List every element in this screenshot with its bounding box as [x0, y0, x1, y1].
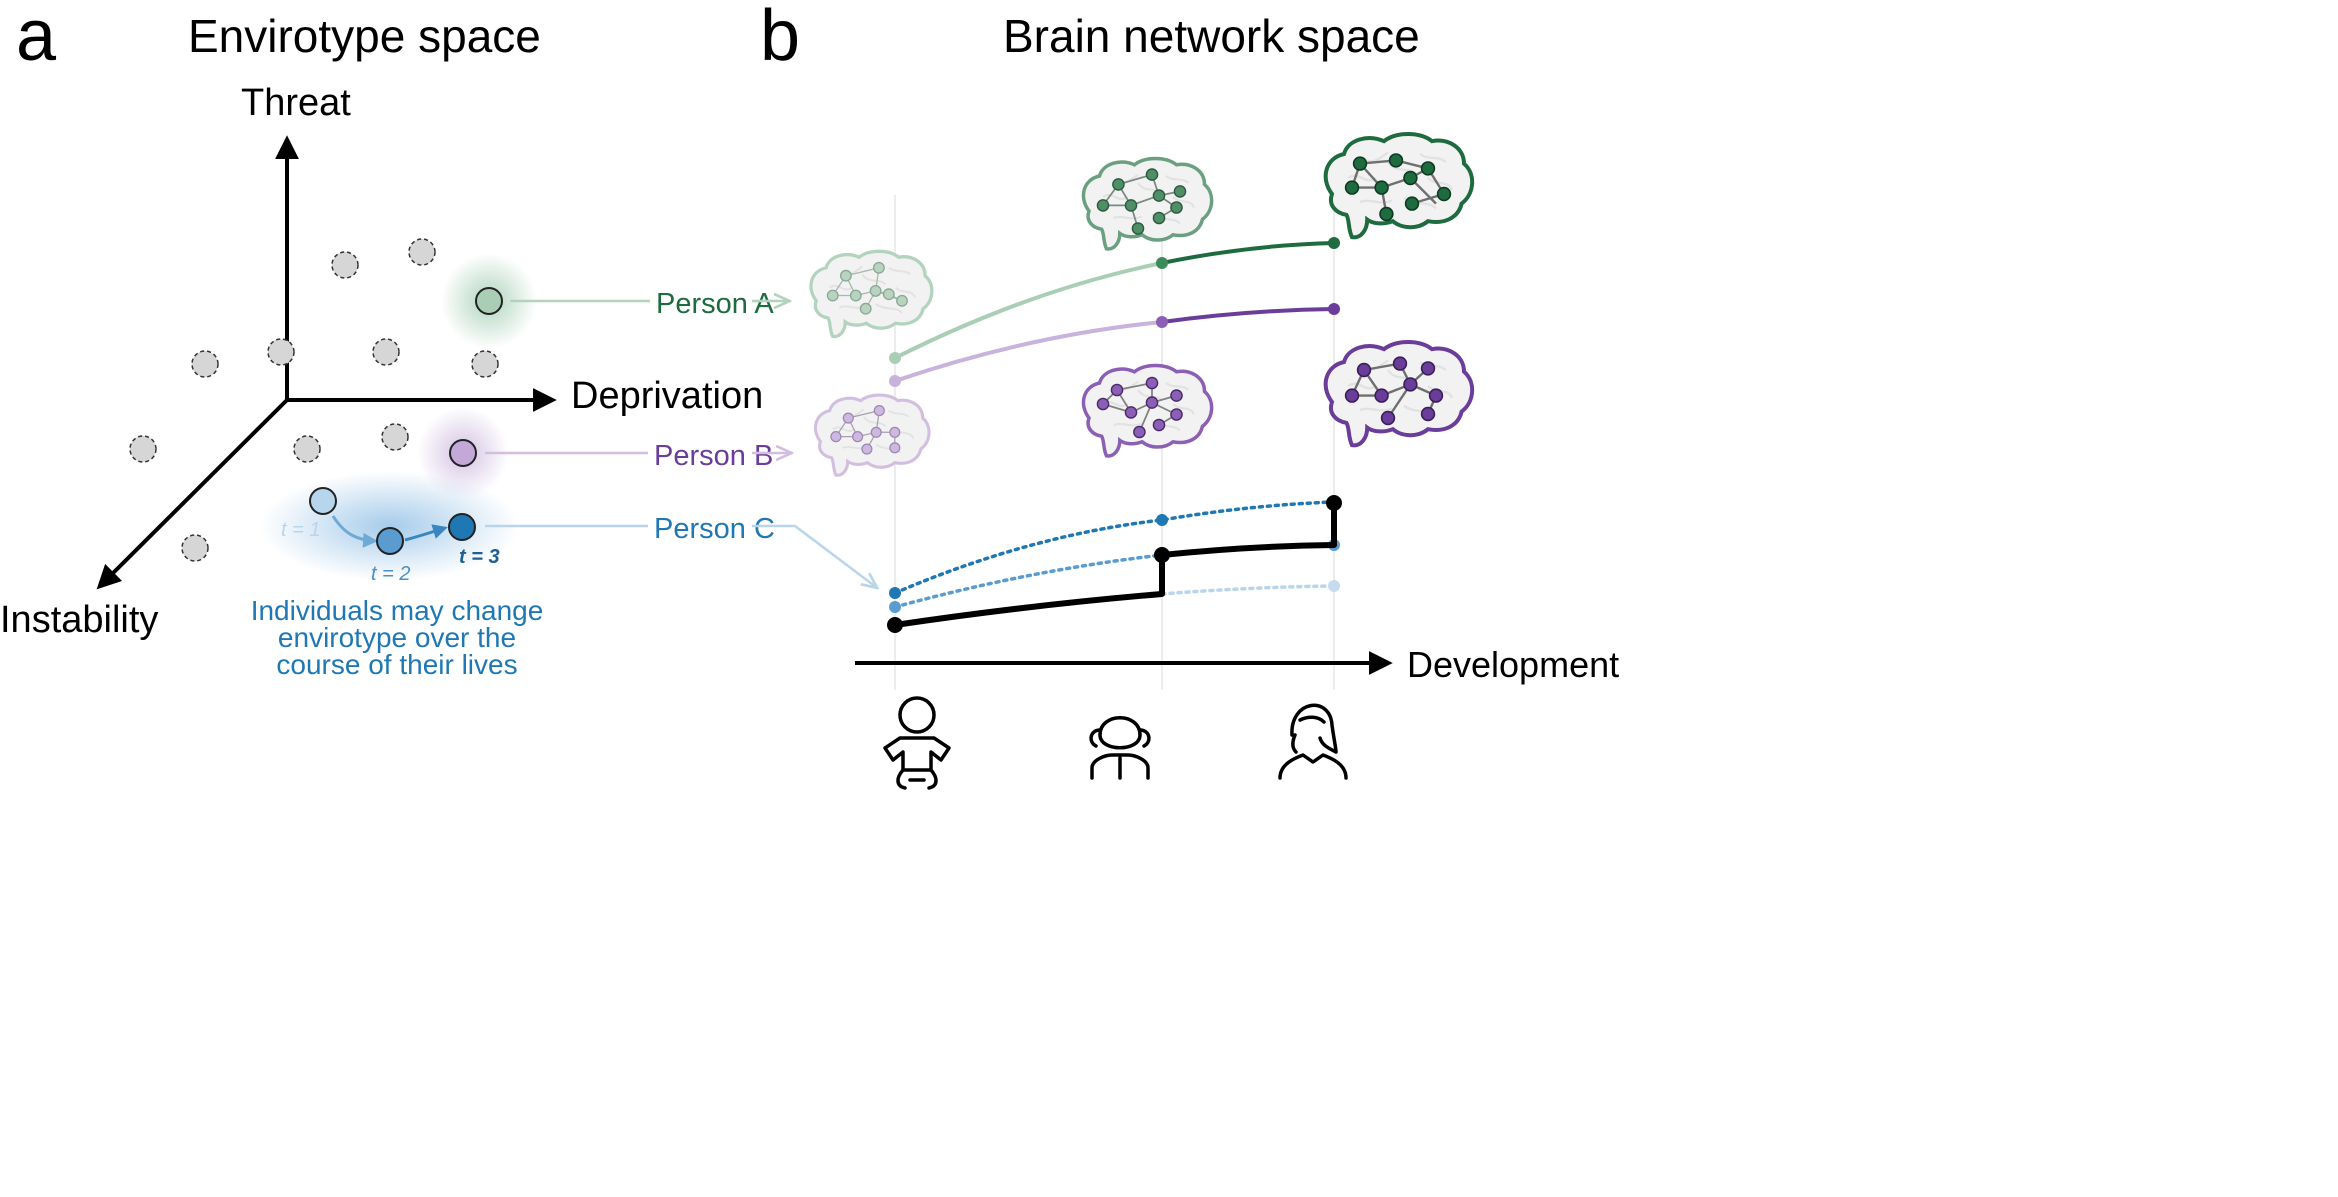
- other-individuals: [129, 238, 499, 562]
- brain-icon: [1081, 363, 1214, 458]
- baby-icon: [883, 696, 951, 790]
- individual-dot: [408, 238, 436, 266]
- brain-icon: [1326, 342, 1473, 445]
- threat-label: Threat: [241, 82, 351, 124]
- panel-a-title: Envirotype space: [188, 10, 541, 62]
- panel-a-letter: a: [16, 0, 57, 76]
- person-c-actual-node-3: [1326, 495, 1342, 511]
- time-label-t1: t = 1: [281, 519, 320, 541]
- person-a-node-1: [889, 352, 901, 364]
- person-a-label: Person A: [656, 288, 774, 320]
- individual-dot: [191, 350, 219, 378]
- person-b-node-3: [1328, 303, 1340, 315]
- person-b-node-1: [889, 375, 901, 387]
- person-a-node-2: [1156, 257, 1168, 269]
- person-b-label: Person B: [654, 440, 773, 472]
- person-c-actual-node-1: [887, 617, 903, 633]
- brain-icon: [809, 249, 934, 339]
- person-b-curve-late: [1161, 307, 1335, 324]
- person-c-actual-node-2: [1154, 547, 1170, 563]
- person-a-curve-late: [1161, 241, 1335, 265]
- instability-label: Instability: [0, 599, 158, 641]
- person-c-label: Person C: [654, 513, 775, 545]
- individual-dot: [381, 423, 409, 451]
- individual-dot: [267, 338, 295, 366]
- trajectory-arrow-2: [404, 524, 448, 542]
- brain-icon: [813, 393, 931, 477]
- person-c-point-t2: [376, 527, 404, 555]
- person-c-curve-low: [1160, 584, 1336, 596]
- individual-dot: [471, 350, 499, 378]
- person-a-curve-early: [894, 261, 1163, 360]
- time-label-t3: t = 3: [459, 546, 500, 568]
- person-c-actual-trajectory: [894, 503, 1337, 628]
- brain-icon: [1326, 134, 1473, 237]
- individual-dot: [293, 435, 321, 463]
- person-b-node-2: [1156, 316, 1168, 328]
- development-label: Development: [1407, 644, 1619, 685]
- note-line-3: course of their lives: [276, 649, 517, 680]
- person-c-node: [1328, 580, 1340, 592]
- person-c-point-t3: [448, 513, 476, 541]
- person-a-node-3: [1328, 237, 1340, 249]
- note-line-1: Individuals may change: [251, 595, 544, 626]
- individual-dot: [372, 338, 400, 366]
- individual-dot: [331, 251, 359, 279]
- panel-b-letter: b: [760, 0, 800, 76]
- child-icon: [1089, 716, 1151, 780]
- panel-b-title: Brain network space: [1003, 10, 1420, 62]
- trajectory-arrow-1: [331, 515, 378, 548]
- instability-axis: [96, 398, 289, 590]
- individual-dot: [129, 435, 157, 463]
- person-b-point: [449, 439, 477, 467]
- deprivation-label: Deprivation: [571, 375, 763, 417]
- note-line-2: envirotype over the: [278, 622, 516, 653]
- person-c-node: [889, 601, 901, 613]
- adult-icon: [1278, 703, 1348, 780]
- individual-dot: [181, 534, 209, 562]
- person-a-point: [475, 287, 503, 315]
- person-c-node: [1156, 514, 1168, 526]
- person-c-curve-top: [893, 500, 1336, 595]
- time-label-t2: t = 2: [371, 563, 410, 585]
- person-b-curve-early: [894, 320, 1163, 383]
- brain-icon: [1081, 156, 1214, 251]
- person-c-arrow: [752, 524, 876, 587]
- person-c-node: [889, 587, 901, 599]
- person-c-point-t1: [309, 487, 337, 515]
